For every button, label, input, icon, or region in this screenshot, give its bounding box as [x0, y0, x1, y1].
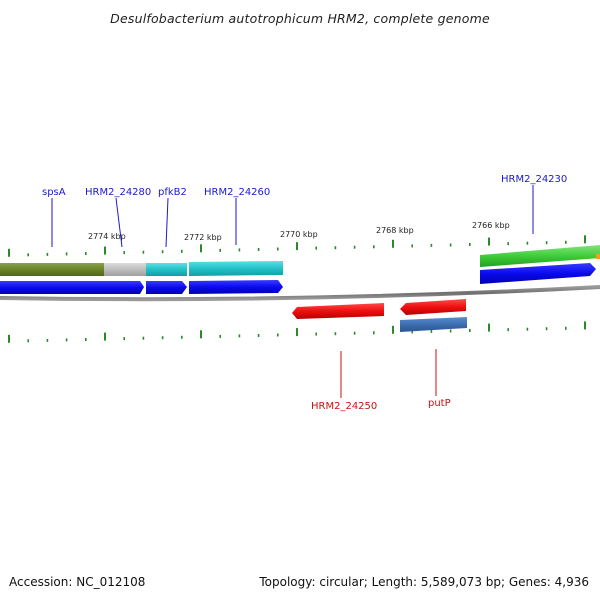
tick-row-lower — [8, 321, 586, 343]
callout-lines-forward — [51, 185, 534, 248]
gene-label-spsA[interactable]: spsA — [42, 187, 66, 198]
gene-label-HRM2_24250[interactable]: HRM2_24250 — [311, 401, 377, 412]
gene-arrow-putP[interactable] — [400, 299, 466, 315]
callout-lines-reverse — [340, 349, 437, 398]
gene-arrow-HRM2_24230[interactable] — [480, 263, 596, 284]
gene-label-HRM2_24280[interactable]: HRM2_24280 — [85, 187, 151, 198]
gene-arrow-HRM2_24280[interactable] — [100, 281, 144, 294]
feature-band-upper — [0, 245, 600, 276]
genome-summary-text: Topology: circular; Length: 5,589,073 bp… — [259, 575, 589, 589]
accession-text: Accession: NC_012108 — [9, 575, 146, 589]
kbp-label: 2770 kbp — [280, 230, 318, 239]
feature-orange-edge[interactable] — [596, 254, 600, 259]
forward-strand — [0, 263, 596, 294]
gene-label-HRM2_24260[interactable]: HRM2_24260 — [204, 187, 270, 198]
kbp-label: 2772 kbp — [184, 233, 222, 242]
gene-label-pfkB2[interactable]: pfkB2 — [158, 187, 187, 198]
gene-label-putP[interactable]: putP — [428, 398, 451, 409]
feature-pfkB2-cyan[interactable] — [146, 263, 187, 276]
kbp-label: 2766 kbp — [472, 221, 510, 230]
gene-arrow-spsA[interactable] — [0, 281, 104, 294]
tick-row-upper — [8, 235, 586, 257]
feature-HRM2_24280-grey[interactable] — [104, 263, 146, 276]
feature-HRM2_24230-green[interactable] — [480, 245, 600, 267]
genome-backbone — [0, 285, 600, 302]
feature-HRM2_24260-cyan[interactable] — [189, 261, 283, 276]
feature-putP-steel[interactable] — [400, 317, 467, 332]
gene-label-HRM2_24230[interactable]: HRM2_24230 — [501, 174, 567, 185]
reverse-strand — [292, 299, 467, 332]
gene-arrow-pfkB2[interactable] — [146, 281, 187, 294]
gene-arrow-HRM2_24250[interactable] — [292, 303, 384, 319]
kbp-label: 2768 kbp — [376, 226, 414, 235]
kbp-label: 2774 kbp — [88, 232, 126, 241]
feature-spsA-olive[interactable] — [0, 263, 104, 276]
map-title: Desulfobacterium autotrophicum HRM2, com… — [110, 11, 490, 26]
gene-arrow-HRM2_24260[interactable] — [189, 280, 283, 294]
